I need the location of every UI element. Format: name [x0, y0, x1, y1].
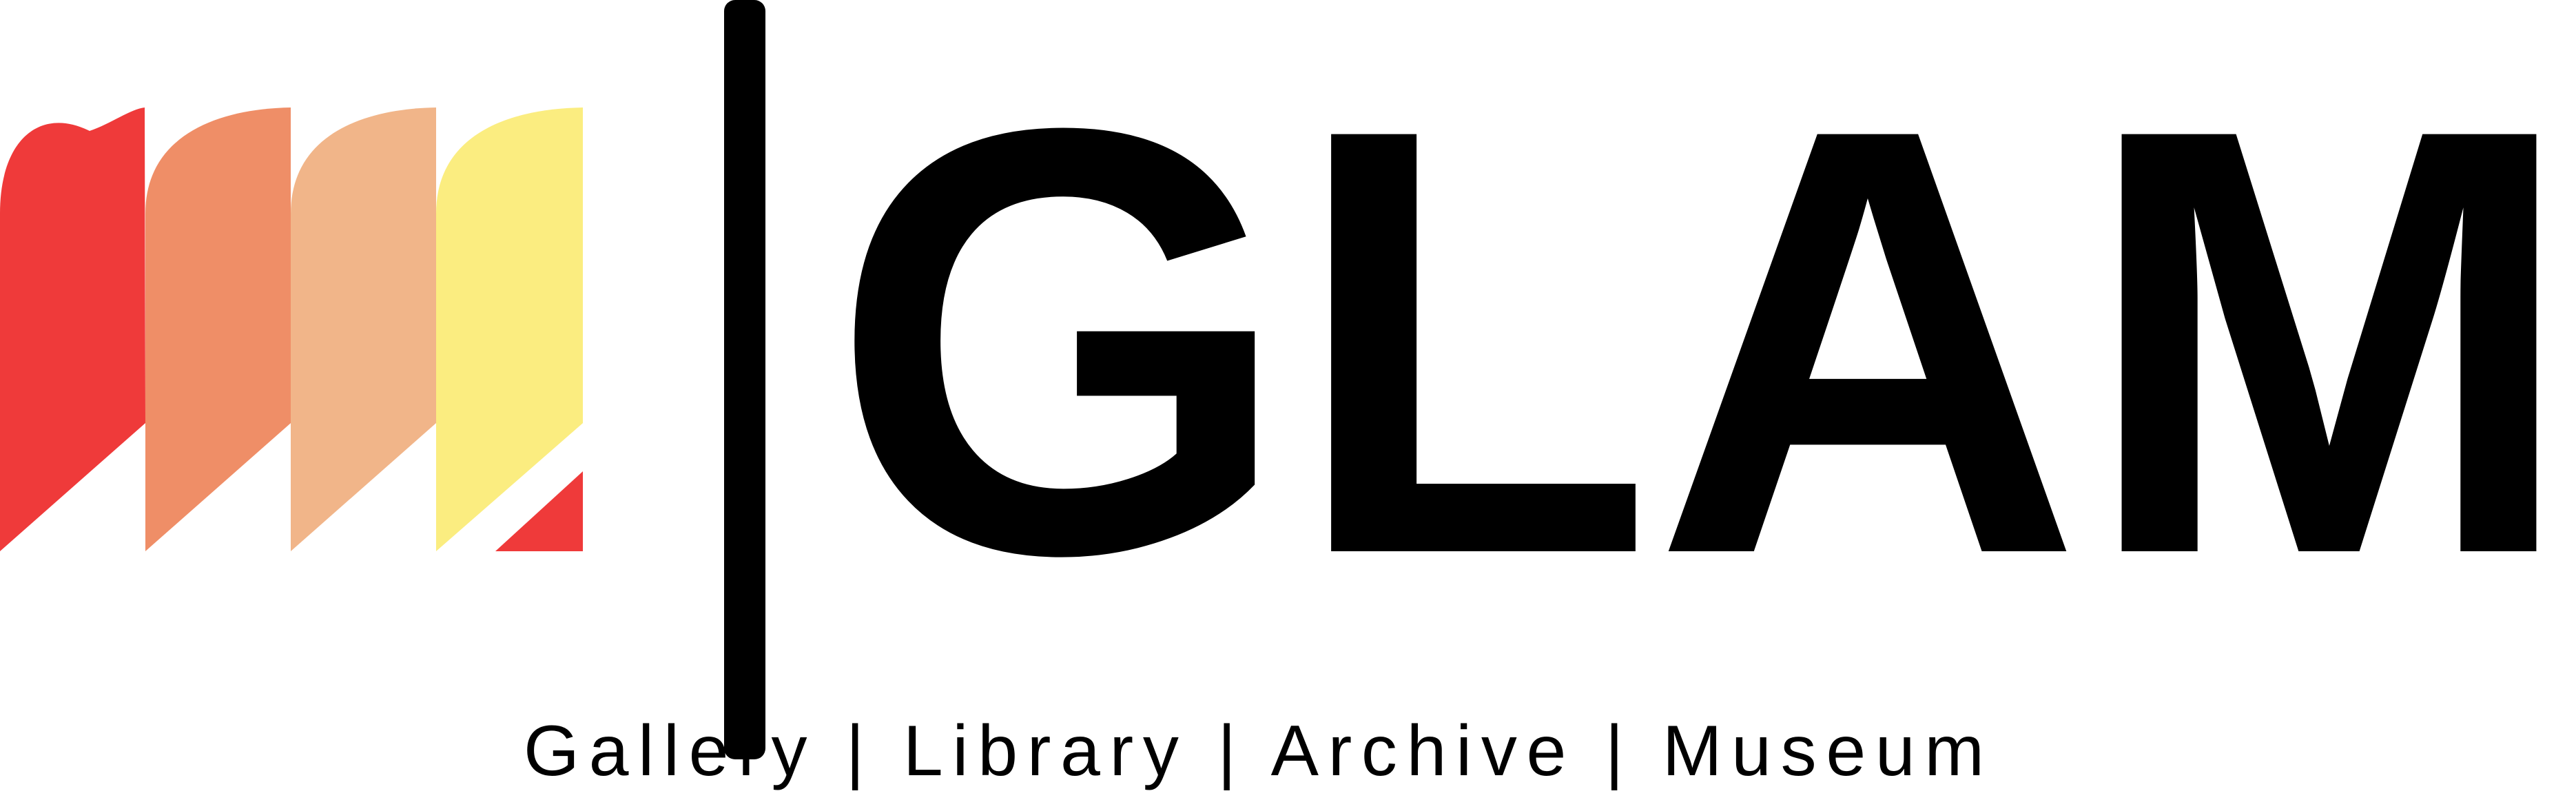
dark-orange-page-shape	[145, 107, 291, 551]
red-page-shape	[0, 107, 145, 551]
vertical-divider-bar	[724, 0, 765, 759]
wordmark-text: GLAM	[830, 3, 2576, 680]
yellow-page-shape	[436, 107, 583, 551]
red-corner-triangle	[495, 471, 583, 551]
flag-pages-icon	[0, 107, 583, 551]
tagline-text: Gallery | Library | Archive | Museum	[524, 711, 1984, 791]
light-orange-page-shape	[291, 107, 436, 551]
